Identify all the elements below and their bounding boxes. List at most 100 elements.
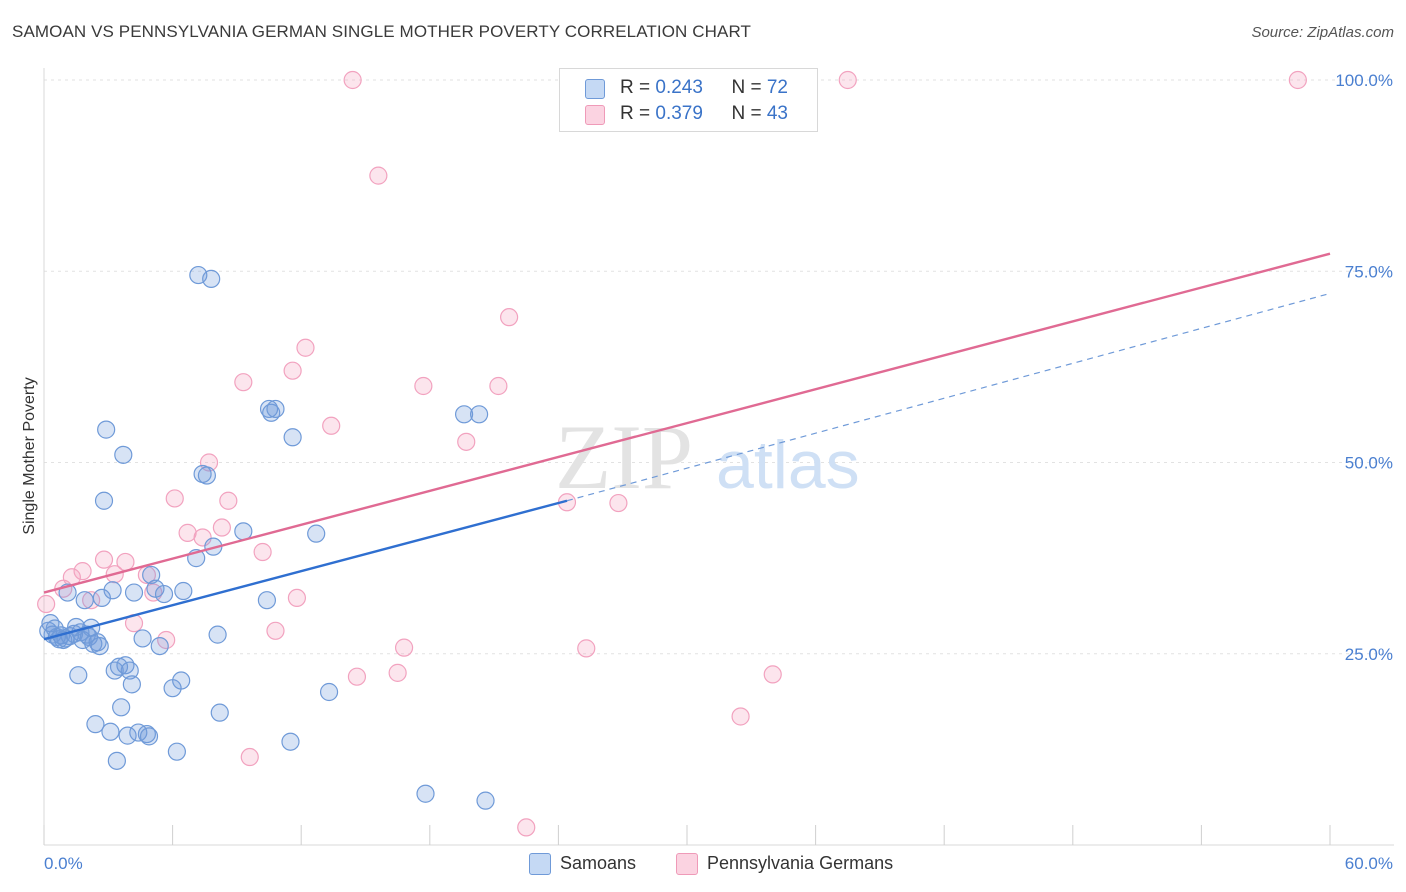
data-point-pennsylvania-germans (165, 489, 184, 508)
data-point-samoans (133, 629, 152, 648)
data-point-samoans (69, 666, 88, 685)
data-point-samoans (150, 636, 169, 656)
data-point-samoans (202, 269, 221, 288)
data-point-pennsylvania-germans (178, 523, 197, 542)
data-point-pennsylvania-germans (1288, 70, 1307, 90)
y-axis-title: Single Mother Poverty (21, 377, 38, 534)
data-point-samoans (114, 445, 133, 464)
data-point-pennsylvania-germans (394, 638, 414, 657)
watermark: ZIP atlas (555, 406, 860, 508)
data-point-samoans (454, 405, 474, 424)
y-tick-label: 75.0% (1345, 262, 1393, 281)
data-point-samoans (266, 399, 285, 419)
data-point-samoans (476, 791, 495, 810)
data-point-pennsylvania-germans (37, 594, 56, 614)
data-point-samoans (172, 671, 191, 690)
watermark-atlas: atlas (716, 427, 860, 503)
r-label: R = (620, 77, 656, 98)
legend-label: Pennsylvania Germans (707, 853, 894, 873)
data-point-pennsylvania-germans (82, 591, 101, 610)
series-samoans (39, 265, 495, 810)
data-point-pennsylvania-germans (731, 707, 750, 726)
data-point-pennsylvania-germans (287, 588, 307, 608)
n-value: 43 (766, 103, 788, 124)
watermark-zip: ZIP (555, 406, 693, 508)
legend-label: Samoans (560, 853, 637, 873)
data-point-pennsylvania-germans (609, 493, 628, 513)
data-point-pennsylvania-germans (240, 747, 259, 767)
data-point-samoans (167, 742, 186, 761)
data-point-samoans (101, 722, 120, 741)
data-point-pennsylvania-germans (234, 373, 253, 392)
data-point-samoans (94, 491, 114, 510)
data-point-samoans (86, 715, 105, 734)
trend-line-samoans-extension (566, 292, 1331, 502)
data-point-samoans (124, 583, 144, 602)
data-point-pennsylvania-germans (283, 361, 302, 380)
gridlines (44, 79, 1394, 655)
data-point-pennsylvania-germans (838, 70, 857, 90)
data-point-samoans (208, 625, 227, 644)
data-point-pennsylvania-germans (266, 621, 285, 640)
data-point-pennsylvania-germans (763, 665, 782, 684)
data-point-samoans (174, 581, 193, 601)
trend-line-pennsylvania-germans (43, 252, 1331, 594)
data-point-samoans (107, 751, 126, 770)
n-label: N = (731, 103, 767, 124)
data-point-pennsylvania-germans (369, 166, 388, 185)
data-point-pennsylvania-germans (347, 667, 367, 686)
series-legend: Samoans Pennsylvania Germans (0, 852, 1406, 878)
data-point-pennsylvania-germans (500, 308, 519, 327)
data-point-samoans (122, 675, 141, 694)
y-tick-label: 100.0% (1335, 71, 1393, 90)
data-point-samoans (319, 682, 339, 702)
trend-lines (43, 252, 1331, 641)
r-value: 0.243 (655, 77, 703, 98)
data-point-samoans (146, 579, 165, 598)
y-tick-label: 50.0% (1345, 454, 1393, 473)
samoans-swatch (585, 79, 605, 99)
data-point-samoans (154, 584, 174, 604)
trend-line-samoans (43, 499, 568, 641)
n-value: 72 (766, 77, 788, 98)
pennsylvania-germans-swatch (676, 853, 698, 875)
data-point-samoans (257, 591, 277, 610)
axes (43, 68, 1394, 846)
chart-title: SAMOAN VS PENNSYLVANIA GERMAN SINGLE MOT… (12, 22, 751, 41)
data-point-samoans (112, 698, 131, 717)
data-point-pennsylvania-germans (212, 518, 231, 537)
r-label: R = (620, 103, 656, 124)
data-point-samoans (137, 724, 156, 744)
r-value: 0.379 (655, 103, 703, 124)
data-point-samoans (120, 661, 139, 680)
data-point-pennsylvania-germans (73, 562, 92, 581)
data-point-samoans (139, 727, 159, 746)
data-point-samoans (307, 524, 326, 543)
x-tick-label-min: 0.0% (44, 854, 83, 873)
data-point-pennsylvania-germans (116, 552, 135, 572)
data-point-samoans (210, 703, 229, 722)
data-point-samoans (109, 657, 129, 676)
data-point-pennsylvania-germans (94, 550, 114, 569)
data-point-pennsylvania-germans (457, 432, 476, 451)
data-point-pennsylvania-germans (322, 416, 341, 435)
data-point-samoans (469, 405, 489, 424)
data-point-pennsylvania-germans (489, 376, 508, 396)
data-point-samoans (118, 726, 137, 745)
pennsylvania-germans-swatch (585, 105, 605, 125)
data-point-samoans (281, 732, 300, 751)
x-tick-label-max: 60.0% (1345, 854, 1393, 873)
data-point-samoans (416, 784, 435, 803)
correlation-legend: R = 0.243 N = 72 R = 0.379 N = 43 (559, 68, 818, 132)
data-point-pennsylvania-germans (219, 491, 238, 510)
tick-labels: 25.0% 50.0% 75.0% 100.0% 0.0% 60.0% (44, 71, 1393, 873)
data-point-samoans (142, 565, 161, 585)
data-point-samoans (97, 420, 116, 439)
data-point-samoans (197, 466, 216, 485)
data-point-pennsylvania-germans (343, 70, 362, 90)
data-point-samoans (103, 581, 122, 600)
data-point-pennsylvania-germans (296, 338, 315, 357)
n-label: N = (731, 77, 767, 98)
data-point-pennsylvania-germans (253, 542, 272, 562)
